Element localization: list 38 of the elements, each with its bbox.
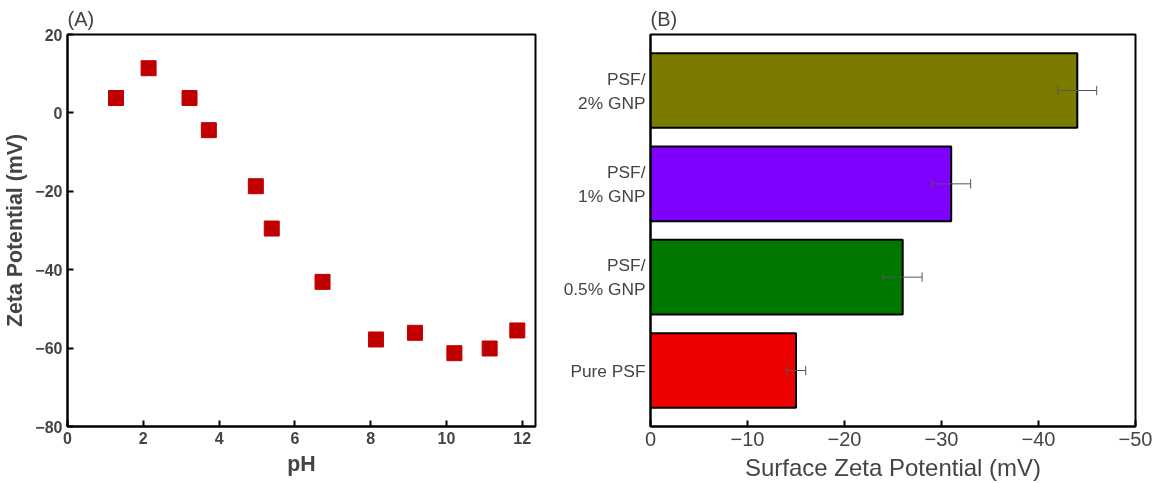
- y-tick-label: −60: [35, 340, 63, 358]
- y-tick-label: PSF/ 0.5% GNP: [563, 255, 646, 300]
- chart-title: (A): [67, 7, 95, 30]
- x-tick-label: 4: [214, 429, 224, 447]
- y-axis-title: Zeta Potential (mV): [3, 133, 28, 328]
- point: [181, 90, 198, 106]
- point: [367, 331, 384, 348]
- x-tick-label: −50: [1118, 427, 1153, 450]
- point: [140, 60, 157, 77]
- x-axis-title: pH: [287, 451, 316, 476]
- x-tick-label: −20: [827, 427, 862, 450]
- point: [108, 90, 125, 106]
- x-tick-label: 12: [513, 429, 532, 447]
- y-tick-label: −40: [35, 261, 63, 279]
- y-tick-label: −20: [35, 183, 63, 201]
- x-tick-label: 6: [290, 429, 300, 447]
- y-tick-label: −80: [35, 418, 63, 436]
- point: [509, 322, 526, 339]
- x-tick-label: 10: [437, 429, 456, 447]
- y-tick-label: 20: [44, 26, 63, 44]
- x-tick-label: 8: [366, 429, 376, 447]
- x-tick-label: 2: [138, 429, 148, 447]
- point: [314, 273, 331, 290]
- y-tick-label: PSF/ 2% GNP: [578, 68, 646, 113]
- x-axis-title: Surface Zeta Potential (mV): [744, 453, 1042, 481]
- point: [263, 220, 280, 237]
- x-tick-label: −30: [924, 427, 959, 450]
- point: [406, 324, 423, 341]
- x-tick-label: −10: [730, 427, 765, 450]
- y-tick-label: PSF/ 1% GNP: [578, 161, 646, 206]
- chart-title: (B): [650, 7, 678, 30]
- point: [200, 122, 217, 139]
- y-tick-label: 0: [53, 104, 63, 122]
- point: [247, 178, 264, 195]
- point: [481, 340, 498, 357]
- point: [446, 345, 463, 362]
- y-tick-label: Pure PSF: [570, 360, 646, 381]
- x-tick-label: −40: [1021, 427, 1056, 450]
